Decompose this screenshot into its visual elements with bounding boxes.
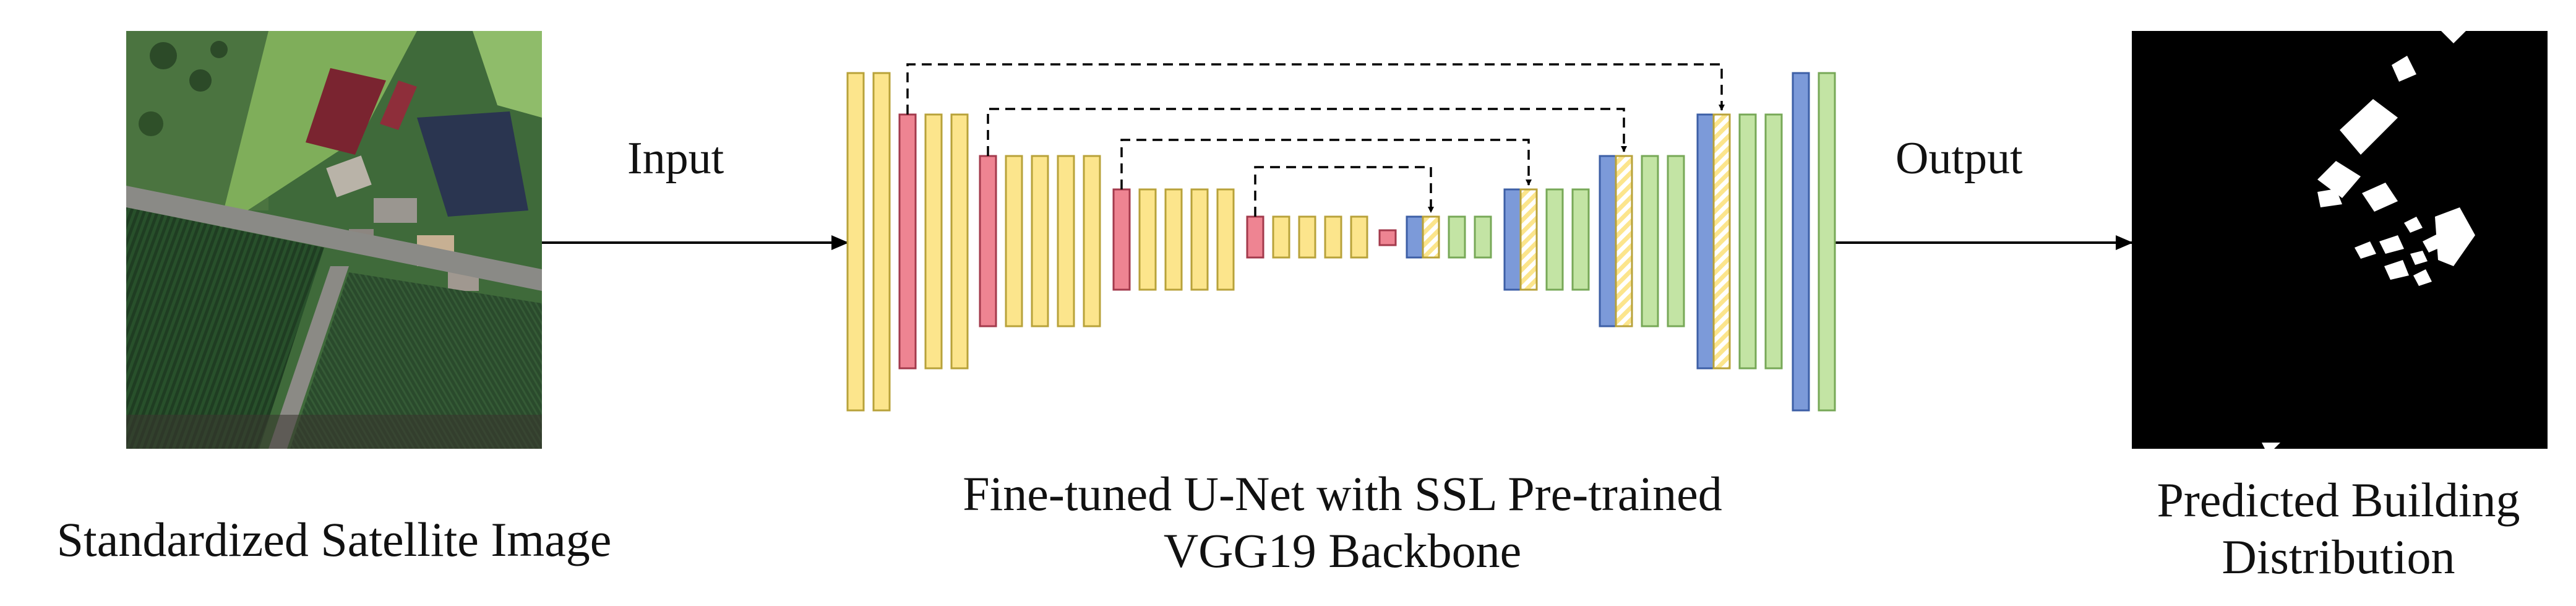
encoder-stage-3 [979, 155, 1101, 327]
pooling-block [979, 155, 997, 327]
skip-block [1712, 113, 1731, 370]
decoder-block [1764, 113, 1783, 370]
decoder-stage-2 [1503, 188, 1590, 291]
encoder-block [1324, 215, 1342, 259]
decoder-stage-1 [1406, 215, 1492, 259]
model-caption-line-1: Fine-tuned U-Net with SSL Pre-trained [963, 467, 1722, 521]
model-caption: Fine-tuned U-Net with SSL Pre-trained VG… [848, 465, 1837, 579]
encoder-block [1216, 188, 1235, 291]
decoder-block [1545, 188, 1564, 291]
satellite-caption: Standardized Satellite Image [56, 513, 612, 566]
upsample-block [1792, 72, 1810, 412]
decoder-stage-3 [1599, 155, 1685, 327]
skip-connection-2 [987, 108, 1627, 156]
skip-block [1519, 188, 1538, 291]
encoder-block [1138, 188, 1157, 291]
pooling-block [1378, 229, 1397, 246]
encoder-stage-4 [1112, 188, 1235, 291]
skip-connection-4 [1254, 166, 1434, 217]
prediction-mask [2132, 31, 2548, 449]
decoder-block [1667, 155, 1685, 327]
pooling-block [898, 113, 917, 370]
encoder-stage-2 [898, 113, 969, 370]
decoder-block [1448, 215, 1466, 259]
prediction-caption: Predicted Building Distribution [2091, 472, 2576, 586]
encoder-block [950, 113, 969, 370]
decoder-block [1641, 155, 1659, 327]
decoder-stage-5 [1792, 72, 1836, 412]
encoder-block [1272, 215, 1290, 259]
upsample-block [1696, 113, 1715, 370]
prediction-mask-drawing [2132, 31, 2548, 449]
decoder-stage-4 [1696, 113, 1783, 370]
encoder-stage-1 [846, 72, 891, 412]
decoder-block [1571, 188, 1590, 291]
output-label: Output [1896, 133, 2023, 184]
decoder-block [1738, 113, 1757, 370]
decoder-block [1818, 72, 1836, 412]
encoder-stage-5 [1246, 215, 1397, 259]
input-label: Input [627, 133, 724, 184]
pooling-block [1246, 215, 1264, 259]
upsample-block [1503, 188, 1522, 291]
skip-connection-3 [1120, 139, 1532, 189]
encoder-block [846, 72, 865, 412]
satellite-image-drawing [126, 31, 542, 449]
pooling-block [1112, 188, 1131, 291]
skip-block [1422, 215, 1440, 259]
encoder-block [1298, 215, 1316, 259]
encoder-block [1031, 155, 1049, 327]
encoder-block [1190, 188, 1209, 291]
model-caption-line-2: VGG19 Backbone [1163, 524, 1522, 578]
encoder-block [1350, 215, 1368, 259]
upsample-block [1599, 155, 1617, 327]
encoder-block [1083, 155, 1101, 327]
upsample-block [1406, 215, 1424, 259]
encoder-block [1164, 188, 1183, 291]
encoder-block [924, 113, 943, 370]
skip-block [1615, 155, 1633, 327]
encoder-block [1057, 155, 1075, 327]
decoder-block [1474, 215, 1492, 259]
encoder-block [1005, 155, 1023, 327]
prediction-caption-line-2: Distribution [2222, 530, 2455, 584]
encoder-block [872, 72, 891, 412]
skip-connection-1 [906, 63, 1725, 115]
satellite-image [126, 31, 542, 449]
skip-connections [906, 63, 1725, 217]
prediction-caption-line-1: Predicted Building [2157, 473, 2520, 527]
